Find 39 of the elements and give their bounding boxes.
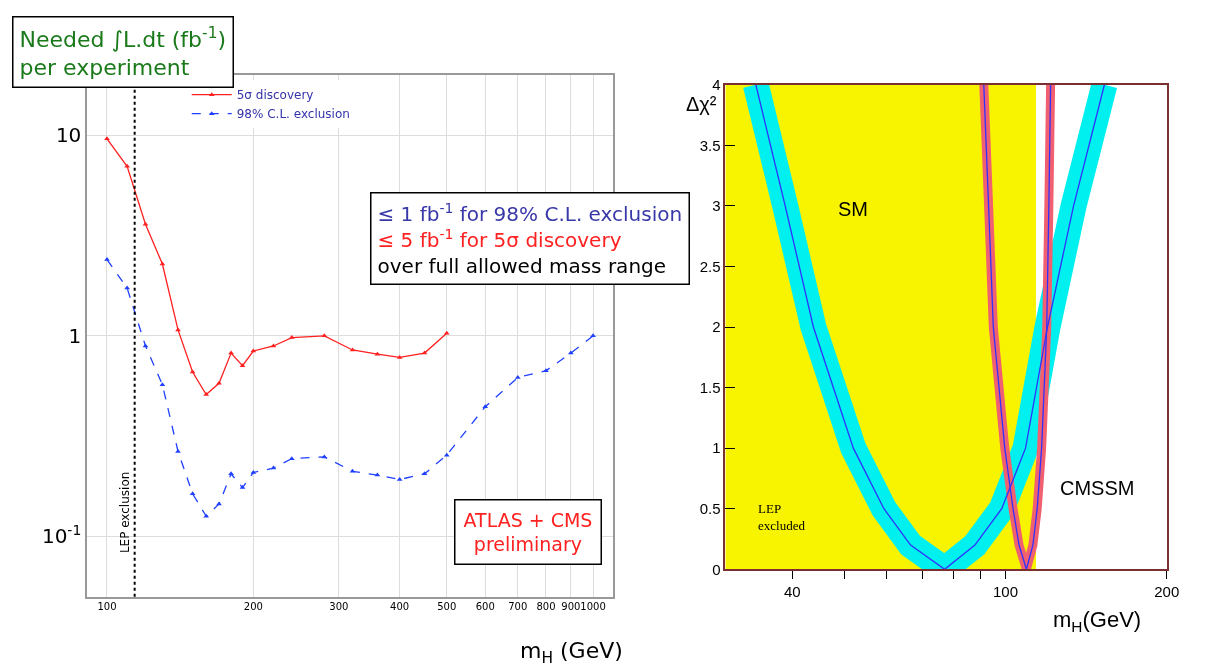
x-tick-label: 800 xyxy=(536,601,556,613)
y-tick-label: 1 xyxy=(68,323,82,348)
y-tick-label: 0.5 xyxy=(699,499,721,517)
x-tick-label: 200 xyxy=(1154,583,1180,601)
x-tick-label: 400 xyxy=(390,601,410,613)
chart-title: Needed ∫L.dt (fb$^{-1}$) per experiment xyxy=(19,23,227,81)
annotation: over full allowed mass range xyxy=(377,253,667,278)
x-tick-label: 200 xyxy=(243,601,263,613)
legend-label: 98% C.L. exclusion xyxy=(236,107,350,122)
annotation: ≤ 1 fb$^{-1}$ for 98% C.L. exclusion xyxy=(377,199,683,226)
y-tick-label: 10 xyxy=(55,123,82,148)
y-tick-label: 2.5 xyxy=(699,257,721,275)
x-tick-label: 900 xyxy=(561,601,581,613)
legend-label: 5σ discovery xyxy=(236,88,314,103)
y-tick-label: 1.5 xyxy=(699,378,721,396)
text: SM xyxy=(838,198,868,220)
y-tick-label: 3 xyxy=(712,197,721,215)
y-tick-label: 10$^{-1}$ xyxy=(41,521,82,549)
y-tick-label: 0 xyxy=(712,560,721,578)
annotation: ATLAS + CMS preliminary xyxy=(463,508,593,556)
x-tick-label: 100 xyxy=(992,583,1018,601)
y-tick-label: 3.5 xyxy=(699,136,721,154)
y-tick-label: 1 xyxy=(712,439,721,457)
x-tick-label: 40 xyxy=(783,583,801,601)
x-tick-label: 600 xyxy=(475,601,495,613)
series-label: CMSSM xyxy=(1060,477,1135,499)
y-tick-label: 4 xyxy=(712,76,721,93)
x-tick-label: 700 xyxy=(508,601,528,613)
x-tick-label: 1000 xyxy=(580,601,606,613)
x-axis-title: m$_{H}$(GeV) xyxy=(1053,607,1142,635)
y-axis-title: Δχ² xyxy=(686,93,717,115)
x-tick-label: 500 xyxy=(437,601,457,613)
x-axis-title: m$_{H}$ (GeV) xyxy=(520,638,623,667)
x-tick-label: 300 xyxy=(329,601,349,613)
y-tick-label: 2 xyxy=(712,318,721,336)
ref-line-label: LEP exclusion xyxy=(118,471,133,554)
annotation: ≤ 5 fb$^{-1}$ for 5σ discovery xyxy=(377,225,622,252)
x-tick-label: 100 xyxy=(97,601,117,613)
band-label: LEP excluded xyxy=(758,501,806,533)
